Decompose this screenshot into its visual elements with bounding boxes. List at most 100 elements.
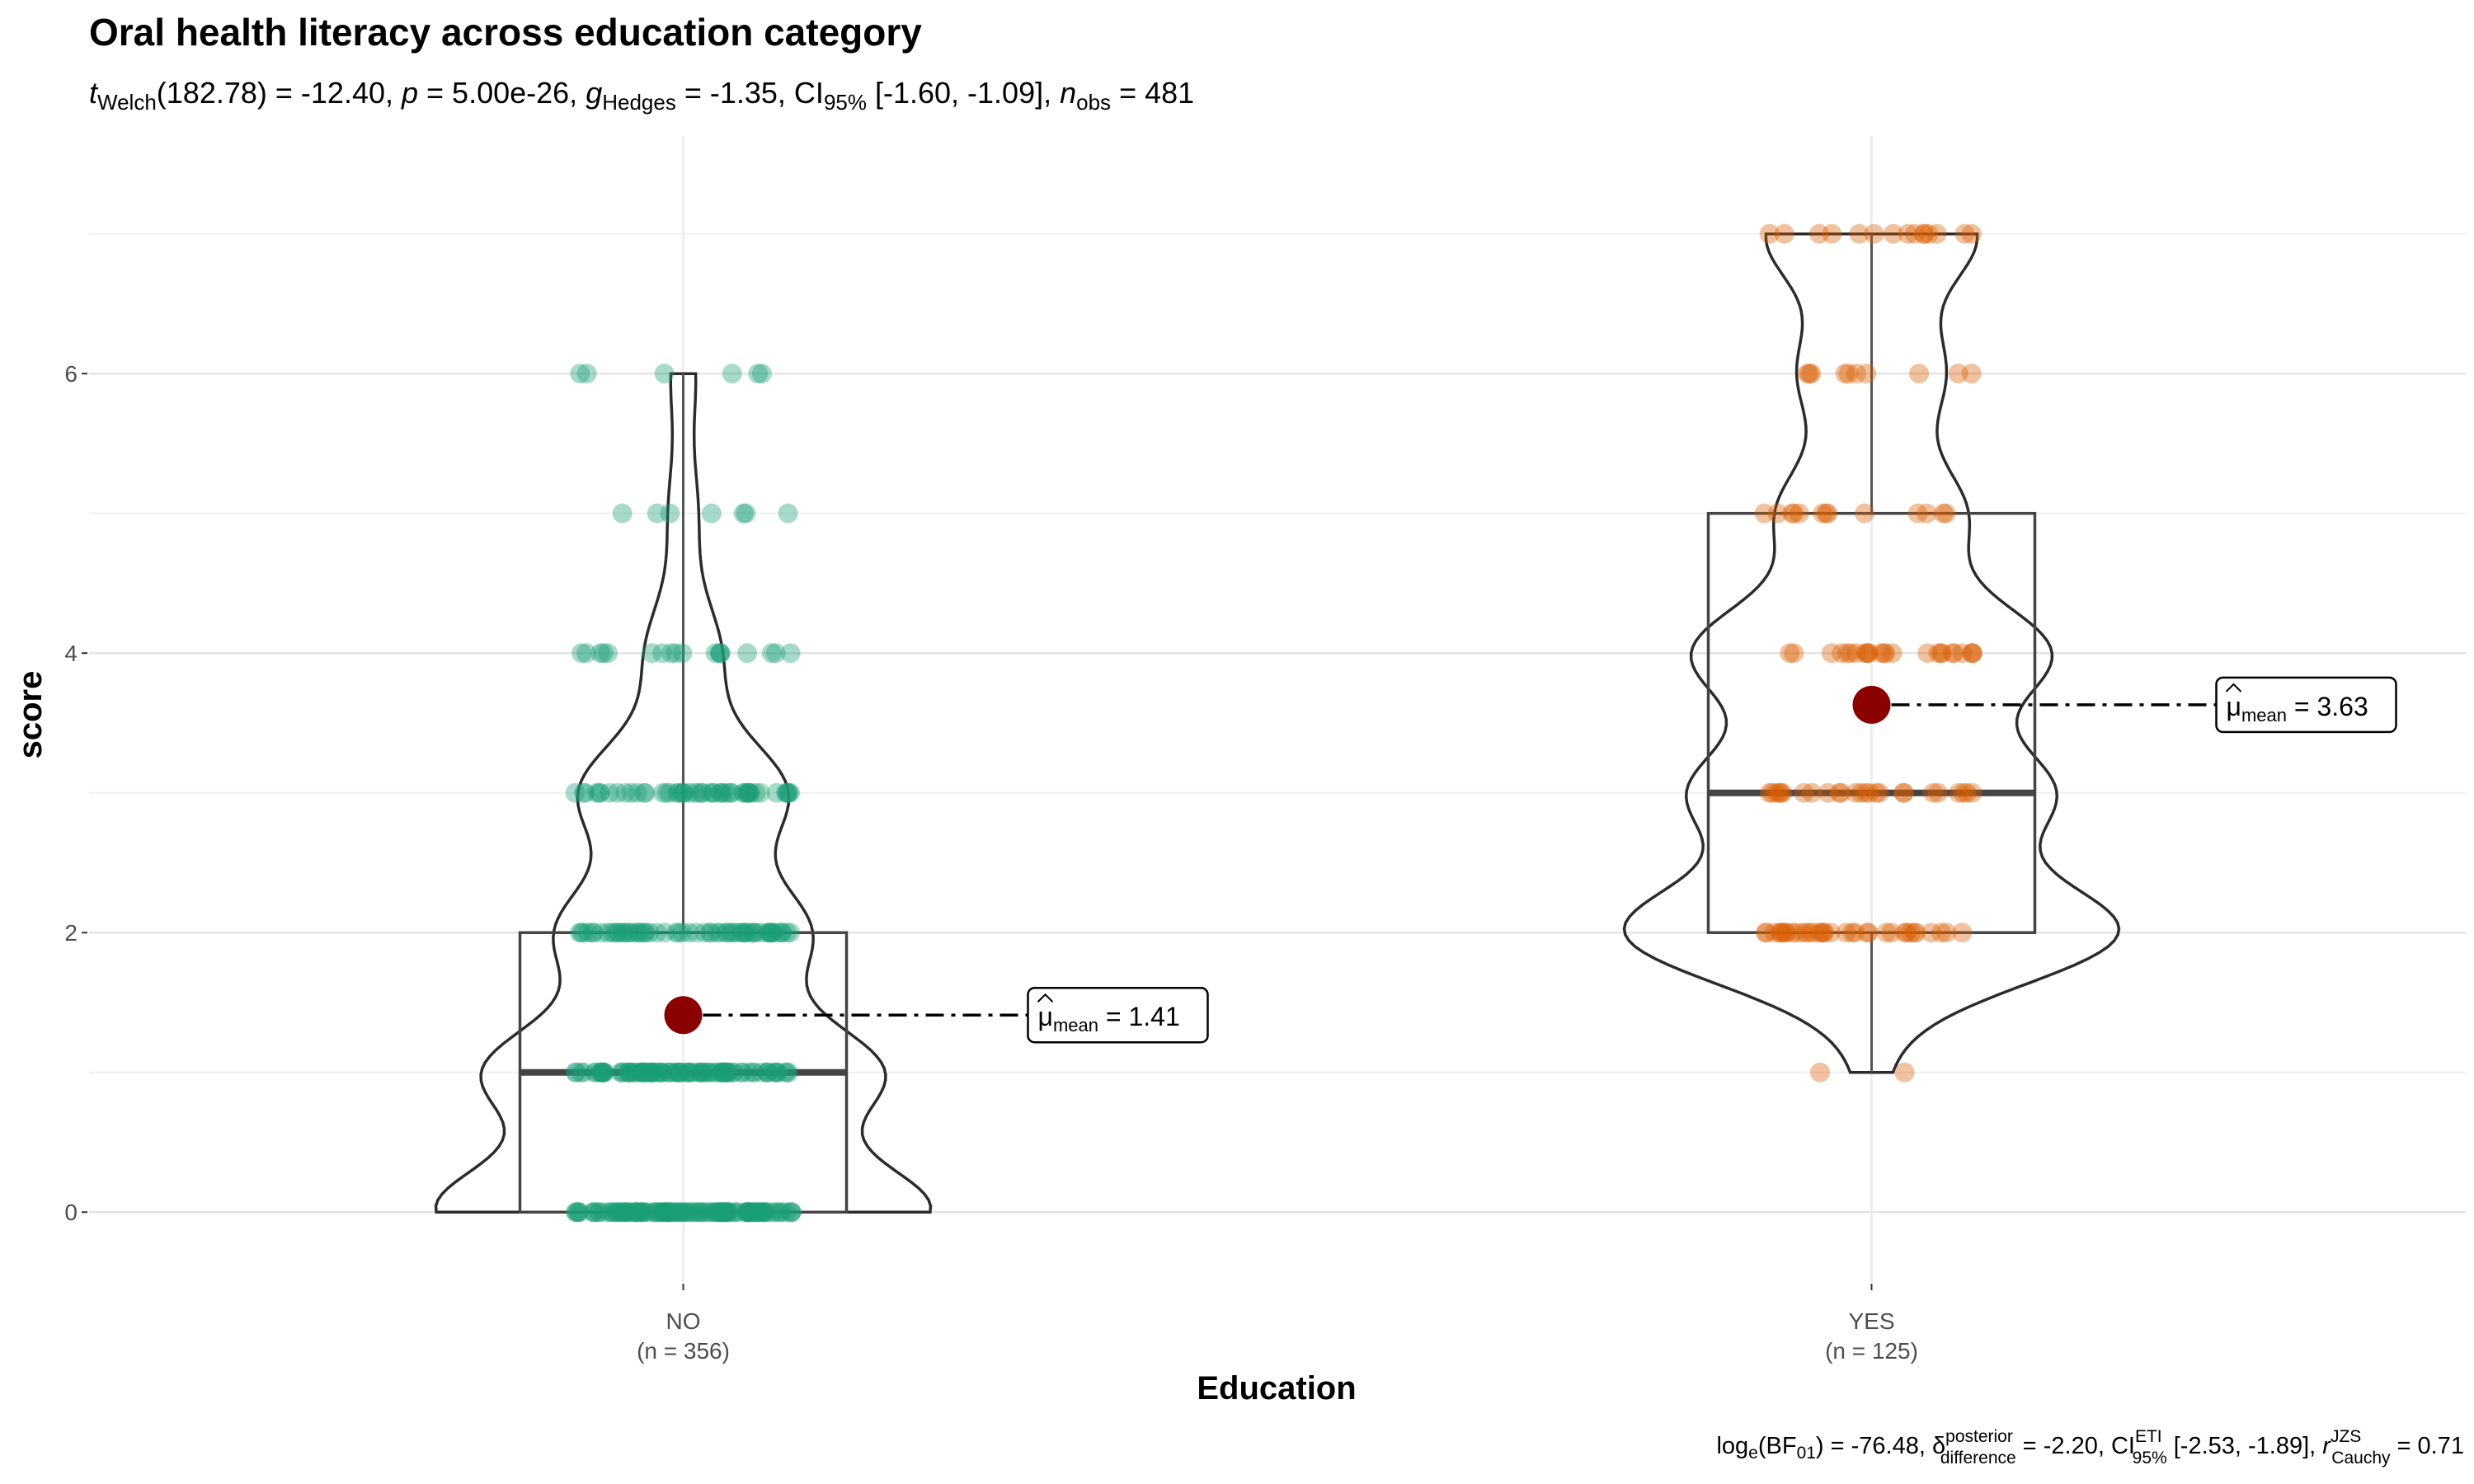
data-point xyxy=(634,1062,655,1082)
data-point xyxy=(745,923,765,943)
data-point xyxy=(754,1202,774,1223)
data-point xyxy=(741,782,761,803)
data-point xyxy=(1770,923,1790,943)
data-point xyxy=(1814,923,1835,943)
data-point xyxy=(565,782,586,803)
y-axis-title: score xyxy=(12,671,49,759)
data-point xyxy=(1857,923,1878,943)
data-point xyxy=(761,643,782,664)
data-point xyxy=(743,923,764,943)
data-point xyxy=(757,923,778,943)
data-point xyxy=(1846,364,1866,384)
data-point xyxy=(649,1062,670,1082)
data-point xyxy=(693,1062,713,1082)
data-point xyxy=(742,1202,763,1223)
data-point xyxy=(1851,782,1871,803)
data-point xyxy=(778,782,798,803)
data-point xyxy=(1858,643,1879,664)
data-point xyxy=(686,923,707,943)
data-point xyxy=(713,1062,734,1082)
data-point xyxy=(749,1202,769,1223)
data-point xyxy=(602,1202,623,1223)
data-points xyxy=(1754,223,1982,1082)
data-point xyxy=(623,923,643,943)
data-point xyxy=(1931,643,1952,664)
data-point xyxy=(1928,643,1949,664)
data-point xyxy=(619,923,640,943)
data-point xyxy=(613,1062,633,1082)
data-point xyxy=(574,782,594,803)
data-point xyxy=(1809,223,1829,244)
data-point xyxy=(593,643,614,664)
data-point xyxy=(1942,643,1963,664)
data-point xyxy=(627,1062,647,1082)
data-point xyxy=(738,923,759,943)
data-point xyxy=(781,1202,802,1223)
data-point xyxy=(1869,782,1889,803)
data-point xyxy=(647,1202,668,1223)
data-point xyxy=(1944,643,1964,664)
data-point xyxy=(612,1062,633,1082)
data-point xyxy=(1856,643,1875,664)
data-point xyxy=(1856,364,1877,384)
data-point xyxy=(566,1062,586,1082)
data-point xyxy=(1772,782,1793,803)
data-point xyxy=(739,1202,760,1223)
data-point xyxy=(1895,923,1916,943)
data-point xyxy=(651,1062,672,1082)
data-point xyxy=(710,782,731,803)
data-point xyxy=(571,1062,591,1082)
data-point xyxy=(1914,223,1935,244)
data-point xyxy=(590,643,610,664)
data-point xyxy=(605,1202,626,1223)
x-tick-count: (n = 356) xyxy=(637,1338,730,1364)
data-point xyxy=(709,643,730,664)
data-point xyxy=(769,923,788,943)
data-point xyxy=(711,1202,731,1223)
group-no: μmean = 1.41 NO (n = 356) xyxy=(434,364,1209,1364)
data-point xyxy=(657,1202,678,1223)
data-point xyxy=(710,643,731,664)
data-point xyxy=(583,1202,604,1223)
data-point xyxy=(666,1202,687,1223)
data-point xyxy=(583,923,603,943)
data-point xyxy=(594,1062,614,1082)
data-point xyxy=(761,1202,782,1223)
y-axis: 0 2 4 6 xyxy=(64,361,87,1225)
data-point xyxy=(1904,923,1925,943)
data-point xyxy=(619,1062,640,1082)
data-point xyxy=(1797,364,1818,384)
data-point xyxy=(723,1202,744,1223)
data-point xyxy=(670,1062,691,1082)
data-point xyxy=(575,782,595,803)
data-point xyxy=(1764,923,1785,943)
data-point xyxy=(1756,923,1776,943)
data-point xyxy=(642,1062,662,1082)
groups: μmean = 1.41 NO (n = 356) μmean = 3.63 YES (n… xyxy=(434,223,2397,1364)
data-point xyxy=(618,923,638,943)
data-point xyxy=(750,782,770,803)
data-point xyxy=(698,1062,718,1082)
data-point xyxy=(583,1202,604,1223)
data-point xyxy=(1952,923,1973,943)
data-point xyxy=(1875,643,1895,664)
data-point xyxy=(656,782,677,803)
data-point xyxy=(766,782,787,803)
data-point xyxy=(613,923,633,943)
data-point xyxy=(609,1202,630,1223)
data-point xyxy=(772,1202,793,1223)
data-point xyxy=(697,1202,717,1223)
data-point xyxy=(767,1062,788,1082)
data-point xyxy=(644,1062,664,1082)
data-point xyxy=(1949,782,1969,803)
data-point xyxy=(738,782,759,803)
data-point xyxy=(623,1062,644,1082)
data-point xyxy=(721,782,741,803)
data-point xyxy=(689,1062,710,1082)
data-point xyxy=(589,782,609,803)
data-point xyxy=(1962,643,1982,664)
data-point xyxy=(627,923,647,943)
data-point xyxy=(592,1062,613,1082)
data-point xyxy=(1928,782,1948,803)
data-point xyxy=(1874,643,1894,664)
